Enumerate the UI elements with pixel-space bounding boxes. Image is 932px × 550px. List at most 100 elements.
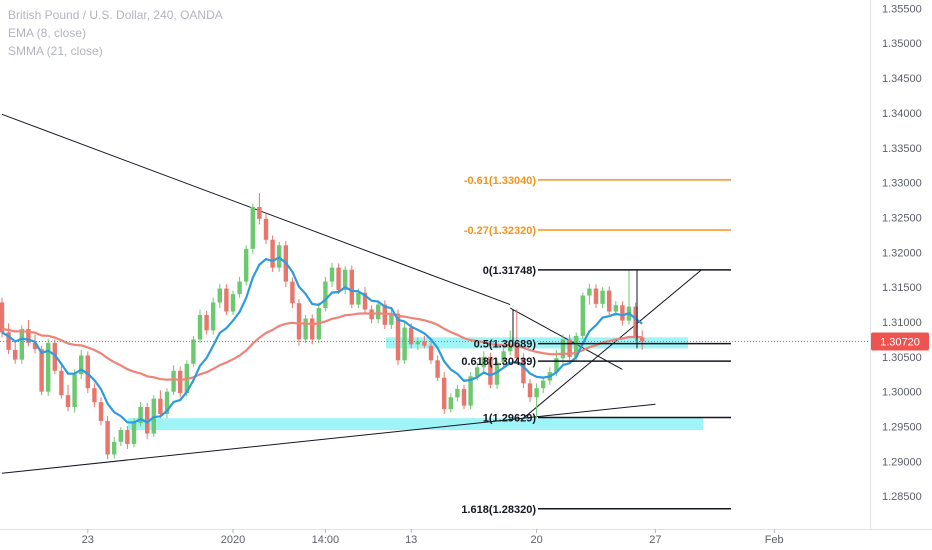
- smma-legend[interactable]: SMMA (21, close): [8, 44, 103, 58]
- candle-body: [79, 355, 84, 375]
- candle-body: [402, 327, 407, 361]
- candle-body: [336, 267, 341, 290]
- time-tick-label: 27: [649, 534, 661, 546]
- fib-level-label: -0.61(1.33040): [464, 175, 536, 187]
- candle: [26, 319, 31, 347]
- time-axis[interactable]: 23 2020 14:00 13 20 27 Feb: [82, 529, 784, 546]
- candle-body: [145, 407, 150, 434]
- candle-body: [442, 377, 447, 410]
- candle-body: [343, 269, 348, 290]
- candle-body: [468, 376, 473, 406]
- current-price-layer: 1.30720: [0, 332, 929, 351]
- candle-body: [296, 303, 302, 340]
- candle-body: [26, 328, 31, 343]
- time-tick-label: 13: [405, 534, 417, 546]
- candle: [534, 383, 539, 419]
- candle-body: [574, 335, 579, 357]
- candle-body: [105, 420, 110, 455]
- time-tick-label: 20: [530, 534, 542, 546]
- candle: [158, 390, 163, 419]
- candle: [230, 290, 236, 316]
- candle: [329, 262, 335, 288]
- ema-line: [1, 256, 643, 424]
- candle-body: [349, 269, 354, 305]
- candle-body: [65, 395, 71, 408]
- candle-body: [290, 281, 295, 304]
- candle-body: [633, 306, 638, 338]
- candle: [481, 351, 486, 373]
- candle-body: [501, 351, 506, 363]
- candle: [607, 286, 612, 316]
- price-tick-label: 1.31500: [882, 282, 922, 294]
- candle: [263, 213, 269, 244]
- candle-body: [587, 288, 592, 296]
- fib-level-label: 0.5(1.30689): [474, 339, 537, 351]
- candle-body: [488, 356, 493, 385]
- candle: [79, 349, 84, 380]
- price-tick-label: 1.28500: [882, 491, 922, 503]
- candle: [211, 297, 216, 335]
- candle-body: [85, 355, 90, 389]
- current-price-value: 1.30720: [880, 337, 920, 349]
- candle: [508, 330, 513, 356]
- candle: [402, 322, 407, 364]
- ema-legend[interactable]: EMA (8, close): [8, 26, 87, 40]
- candle: [640, 330, 645, 350]
- candle-body: [257, 207, 262, 219]
- candle-body: [237, 281, 242, 295]
- candle-body: [263, 218, 269, 240]
- candle-body: [270, 239, 275, 268]
- price-axis[interactable]: 1.35500 1.35000 1.34500 1.34000 1.33500 1.330…: [882, 3, 922, 503]
- current-price-badge: [871, 332, 929, 351]
- time-tick-label: 2020: [221, 534, 245, 546]
- candle-body: [178, 370, 183, 394]
- price-tick-label: 1.35500: [882, 3, 922, 15]
- candle-body: [554, 358, 559, 373]
- candle: [224, 284, 229, 316]
- fibonacci-layer: -0.61(1.33040) -0.27(1.32320) 0(1.31748) 0.…: [461, 175, 731, 516]
- candle-body: [435, 360, 440, 378]
- candle: [65, 384, 71, 412]
- candle: [633, 302, 638, 342]
- candle-body: [613, 305, 618, 312]
- price-tick-label: 1.29500: [882, 422, 922, 434]
- candle-body: [6, 332, 11, 350]
- candle-body: [92, 388, 97, 403]
- candle-body: [131, 423, 137, 444]
- candle: [336, 263, 341, 295]
- trendline: [509, 307, 623, 370]
- moving-averages-layer: [1, 256, 643, 424]
- candle-body: [118, 430, 123, 442]
- support-resistance-zone: [128, 418, 703, 431]
- fib-level-label: 1(1.29629): [483, 413, 537, 425]
- candle: [217, 283, 222, 309]
- candle: [250, 203, 255, 254]
- candle-body: [164, 391, 170, 414]
- candle-body: [422, 341, 427, 346]
- candle-body: [303, 318, 308, 340]
- candle: [303, 315, 308, 343]
- candle-body: [409, 327, 414, 345]
- candle: [593, 284, 599, 309]
- candle: [59, 362, 64, 399]
- candle: [488, 352, 493, 389]
- candle: [125, 425, 130, 449]
- candle-body: [32, 342, 38, 350]
- smma-line: [1, 312, 643, 382]
- candle-body: [39, 349, 44, 392]
- candle: [191, 335, 196, 368]
- candle-body: [541, 380, 546, 389]
- candle: [244, 245, 249, 286]
- symbol-title[interactable]: British Pound / U.S. Dollar, 240, OANDA: [8, 8, 223, 22]
- candle: [112, 437, 117, 459]
- fib-level-label: 0(1.31748): [483, 265, 537, 277]
- candle: [343, 266, 348, 295]
- candle: [501, 346, 506, 367]
- plot-background: [0, 0, 870, 529]
- price-tick-label: 1.29000: [882, 456, 922, 468]
- candle-body: [224, 288, 229, 312]
- fib-level-label: 1.618(1.28320): [461, 504, 536, 516]
- candle: [310, 314, 315, 345]
